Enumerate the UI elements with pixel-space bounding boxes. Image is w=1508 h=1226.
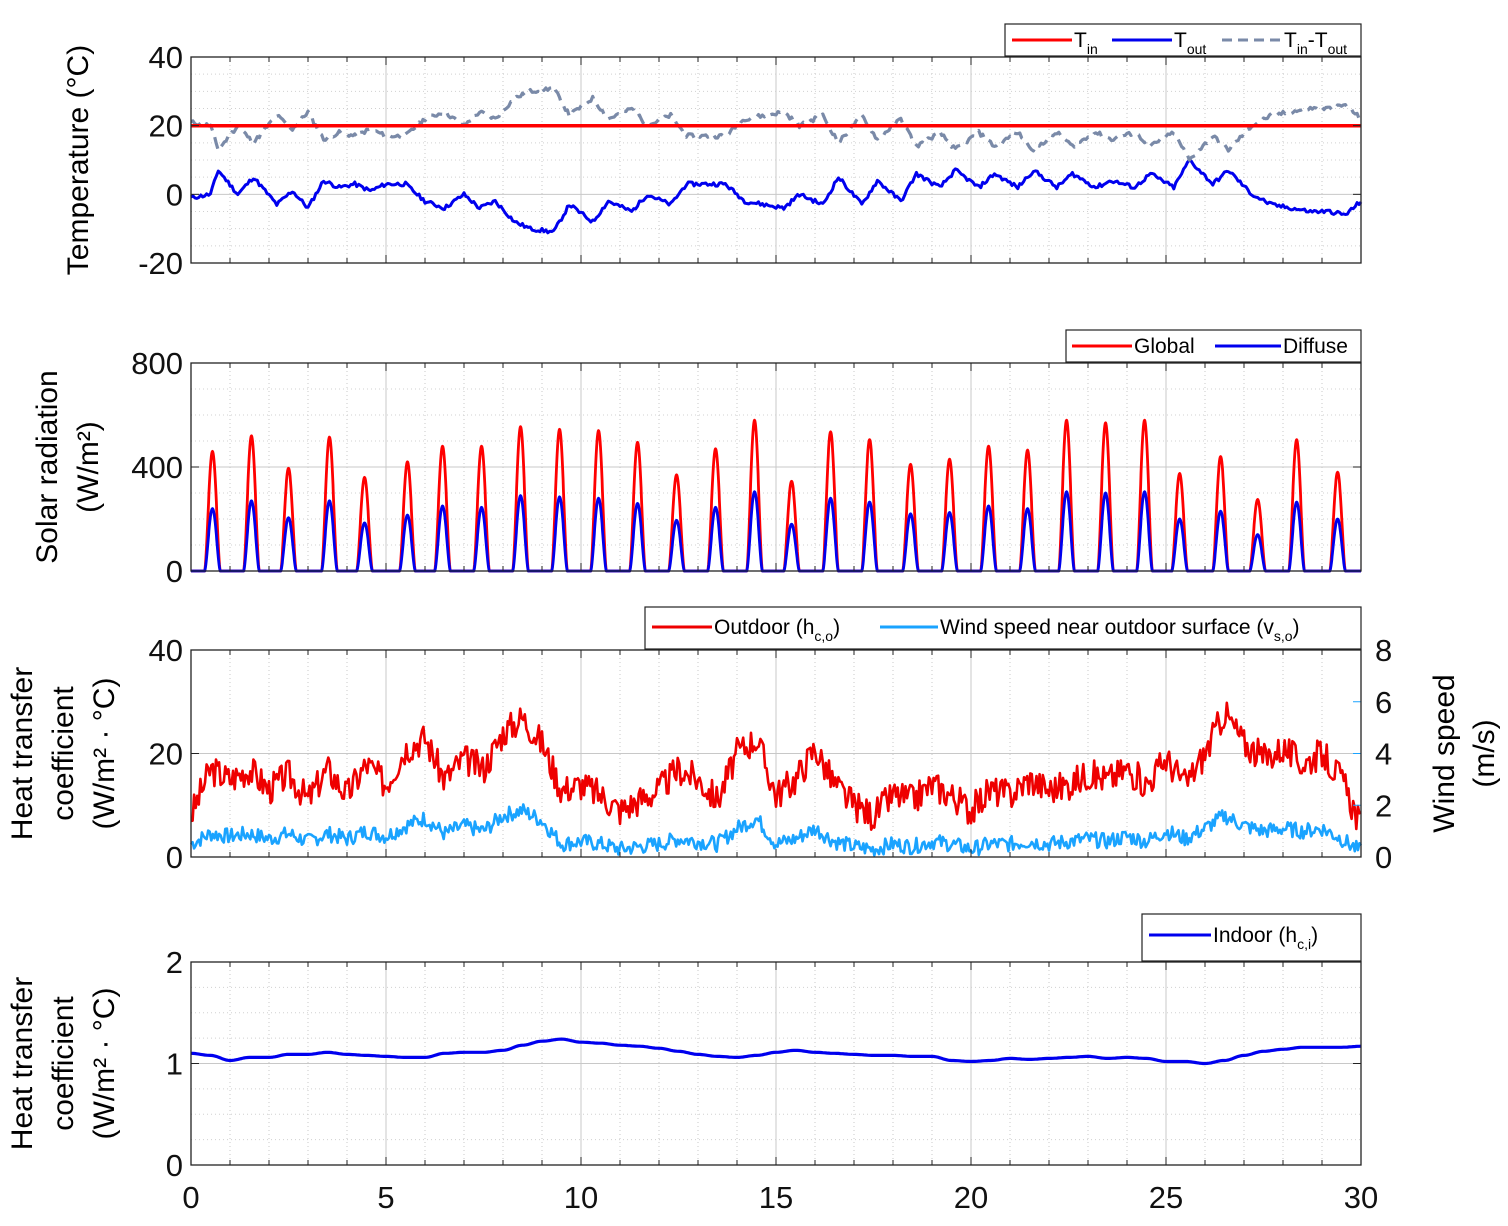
y2-axis-label-line2: (m/s) <box>1468 719 1501 787</box>
y-tick-label: 2 <box>166 945 183 980</box>
y-axis-label-line3: (W/m² · °C) <box>88 988 121 1140</box>
x-tick-label: 30 <box>1344 1180 1378 1215</box>
y-tick-label: 0 <box>166 554 183 589</box>
x-tick-label: 20 <box>954 1180 988 1215</box>
series-indoor-htc <box>190 1037 1362 1066</box>
legend-T_in-label: Tin <box>1074 29 1098 57</box>
legend-text-part: T <box>1074 29 1087 52</box>
y2-tick-label: 4 <box>1375 737 1392 772</box>
series-outdoor-htc <box>190 701 1362 832</box>
x-tick-label: 15 <box>759 1180 793 1215</box>
y2-axis-label-line1: Wind speed <box>1428 674 1461 832</box>
legend-text-part: ) <box>1311 924 1318 947</box>
legend-text-part: out <box>1328 41 1348 57</box>
y-tick-label: -20 <box>138 246 183 281</box>
y-axis-label-line2: (W/m²) <box>72 421 105 513</box>
y-tick-label: 0 <box>166 840 183 875</box>
legend-T_out-label: Tout <box>1174 29 1206 57</box>
legend-text-part: in <box>1087 41 1098 57</box>
legend-text-part: Global <box>1134 335 1195 358</box>
y-tick-label: 400 <box>131 450 183 485</box>
y-tick-label: 0 <box>166 1148 183 1183</box>
y-tick-label: 20 <box>149 737 183 772</box>
x-tick-label: 0 <box>182 1180 199 1215</box>
legend-text-part: Indoor (h <box>1213 924 1297 947</box>
y-tick-label: 40 <box>149 40 183 75</box>
legend-box <box>644 606 1362 650</box>
x-tick-label: 10 <box>564 1180 598 1215</box>
legend-text-part: ) <box>1293 616 1300 639</box>
plot-frame <box>190 362 1362 572</box>
legend-text-part: c,o <box>814 628 833 644</box>
legend-indoor-label: Indoor (hc,i) <box>1213 924 1318 952</box>
y-tick-label: 20 <box>149 109 183 144</box>
legend-text-part: ) <box>833 616 840 639</box>
plot-frame <box>190 961 1362 1166</box>
y-tick-label: 0 <box>166 177 183 212</box>
legend-text-part: s,o <box>1274 628 1293 644</box>
legend-T_in-T_out-label: Tin-Tout <box>1284 29 1347 57</box>
y-tick-label: 40 <box>149 633 183 668</box>
legend-text-part: in <box>1297 41 1308 57</box>
y2-tick-label: 6 <box>1375 685 1392 720</box>
legend-text-part: T <box>1284 29 1297 52</box>
x-tick-label: 25 <box>1149 1180 1183 1215</box>
legend-box <box>1141 913 1362 962</box>
y-tick-label: 800 <box>131 346 183 381</box>
y-axis-label-line1: Solar radiation <box>31 370 64 563</box>
legend-wind-label: Wind speed near outdoor surface (vs,o) <box>940 616 1300 644</box>
y-axis-label-line3: (W/m² · °C) <box>88 678 121 830</box>
y2-tick-label: 0 <box>1375 840 1392 875</box>
plot-frame <box>190 56 1362 264</box>
series-T_out <box>190 158 1363 235</box>
legend-text-part: -T <box>1308 29 1328 52</box>
legend-Diffuse-label: Diffuse <box>1283 335 1348 358</box>
legend-text-part: Outdoor (h <box>714 616 814 639</box>
legend-Global-label: Global <box>1134 335 1195 358</box>
x-tick-label: 5 <box>377 1180 394 1215</box>
plot-frame <box>190 649 1362 858</box>
y2-tick-label: 2 <box>1375 788 1392 823</box>
panel-solar: 0 400 800 Solar radiation (W/m²) Global Diffus… <box>31 329 1362 589</box>
legend-text-part: T <box>1174 29 1187 52</box>
y-axis-label-line1: Heat transfer <box>6 667 39 840</box>
legend-text-part: out <box>1187 41 1207 57</box>
y-axis-label-line1: Heat transfer <box>6 977 39 1150</box>
legend-text-part: c,i <box>1297 936 1311 952</box>
y2-tick-label: 8 <box>1375 633 1392 668</box>
series-wind-speed <box>190 803 1363 857</box>
legend: Indoor (hc,i) <box>1141 913 1362 962</box>
panel-outdoor: 0 20 40 0 2 4 6 8 Heat transfer coefficient (W/m² … <box>6 606 1501 875</box>
y-axis-label-line2: coefficient <box>47 686 80 821</box>
legend-text-part: Diffuse <box>1283 335 1348 358</box>
series-T_in-T_out <box>190 84 1362 162</box>
legend-outdoor-label: Outdoor (hc,o) <box>714 616 840 644</box>
y-axis-label-line2: coefficient <box>47 996 80 1131</box>
legend: Tin Tout Tin-Tout <box>1004 23 1362 57</box>
legend-text-part: Wind speed near outdoor surface (v <box>940 616 1274 639</box>
y-tick-label: 1 <box>166 1047 183 1082</box>
legend: Outdoor (hc,o) Wind speed near outdoor su… <box>644 606 1362 650</box>
y-axis-label: Temperature (°C) <box>62 45 95 275</box>
legend: Global Diffuse <box>1065 329 1362 363</box>
